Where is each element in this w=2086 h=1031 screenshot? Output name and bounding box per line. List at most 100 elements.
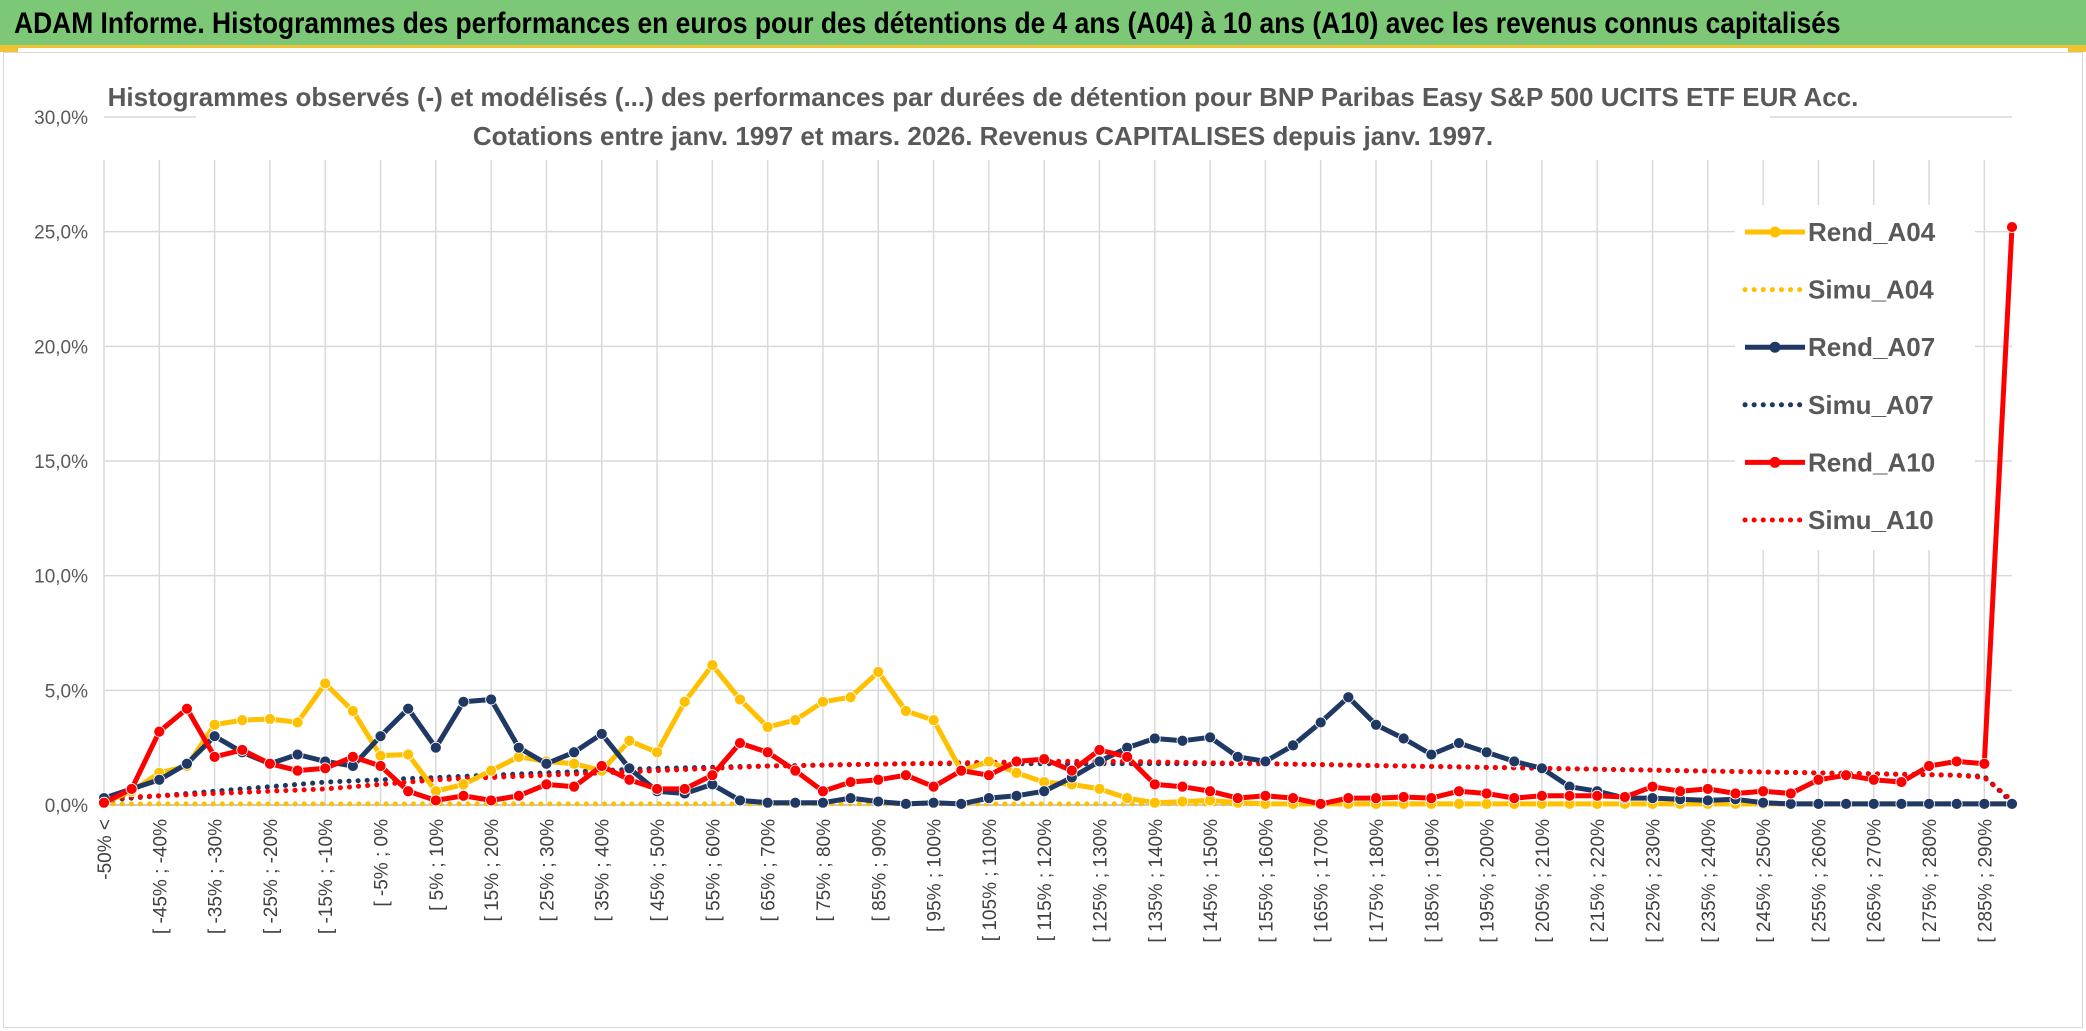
data-point — [900, 705, 912, 717]
data-point — [208, 718, 221, 731]
x-tick-label: [ -15% ; -10% — [316, 819, 337, 934]
data-point — [374, 760, 387, 772]
data-point — [706, 659, 719, 672]
data-point — [429, 794, 442, 807]
data-point — [540, 778, 553, 791]
data-point — [1176, 734, 1189, 747]
data-point — [236, 714, 249, 727]
data-point — [208, 730, 221, 743]
data-point — [1287, 739, 1299, 752]
x-tick-label: [ 255% ; 260% — [1809, 819, 1830, 943]
data-point — [1840, 769, 1852, 782]
data-point — [1895, 776, 1908, 788]
x-tick-label: [ 285% ; 290% — [1975, 819, 1996, 943]
data-point — [1231, 792, 1244, 805]
data-point — [1508, 755, 1521, 768]
data-point — [1453, 785, 1465, 798]
x-tick-label: [ 165% ; 170% — [1312, 819, 1333, 943]
data-point — [595, 760, 608, 772]
chart-grid — [103, 116, 2012, 806]
series-simu-a10 — [101, 758, 2015, 803]
data-point — [291, 716, 304, 729]
data-point — [734, 794, 746, 807]
data-point — [982, 792, 995, 805]
data-point — [346, 750, 359, 763]
x-tick-label: [ -45% ; -40% — [150, 819, 171, 934]
data-point — [1453, 737, 1465, 749]
chart-frame — [3, 52, 2083, 1028]
x-tick-label: -50% < — [95, 819, 116, 880]
x-tick-label: [ 105% ; 110% — [980, 819, 1001, 941]
data-point — [1204, 731, 1216, 744]
x-tick-label: [ 115% ; 120% — [1035, 819, 1056, 941]
x-tick-label: [ 95% ; 100% — [925, 819, 946, 932]
data-point — [982, 755, 995, 768]
x-tick-label: [ 225% ; 230% — [1644, 819, 1665, 943]
data-point — [125, 783, 138, 795]
data-point — [1508, 792, 1521, 805]
legend-item: Simu_A07 — [1742, 390, 1934, 420]
x-tick-label: [ 245% ; 250% — [1754, 819, 1775, 943]
y-tick-label: 10,0% — [34, 567, 88, 588]
x-tick-label: [ 5% ; 10% — [427, 819, 448, 911]
legend-label: Rend_A04 — [1808, 217, 1936, 247]
data-point — [1093, 744, 1106, 756]
legend-item: Simu_A04 — [1742, 275, 1934, 305]
x-tick-label: [ 35% ; 40% — [593, 819, 614, 922]
data-point — [346, 705, 359, 717]
data-point — [982, 769, 995, 782]
series-line — [103, 694, 2012, 807]
data-point — [1370, 718, 1382, 731]
x-tick-label: [ 235% ; 240% — [1699, 819, 1720, 943]
y-tick-label: 20,0% — [34, 337, 88, 358]
chart-title-block: Histogrammes observés (-) et modélisés (… — [108, 78, 1859, 156]
x-tick-label: [ 205% ; 210% — [1533, 819, 1554, 943]
series-rend-a07 — [98, 691, 2018, 810]
x-tick-label: [ 185% ; 190% — [1422, 819, 1443, 943]
data-point — [900, 797, 912, 810]
x-tick-label: [ 175% ; 180% — [1367, 819, 1388, 943]
legend-item: Rend_A07 — [1745, 332, 1935, 362]
data-point — [1397, 732, 1410, 745]
legend-item: Rend_A10 — [1745, 447, 1935, 477]
data-point — [512, 789, 525, 802]
data-point — [1148, 796, 1161, 809]
chart-title-line-1: Histogrammes observés (-) et modélisés (… — [108, 82, 1859, 112]
data-point — [623, 773, 636, 786]
data-point — [872, 795, 885, 808]
header-banner: ADAM Informe. Histogrammes des performan… — [0, 0, 2086, 48]
data-point — [1646, 792, 1659, 805]
data-point — [1010, 755, 1023, 768]
data-point — [1923, 760, 1935, 772]
data-point — [181, 757, 193, 770]
data-point — [789, 714, 802, 727]
x-tick-label: [ 265% ; 270% — [1865, 819, 1886, 943]
data-point — [291, 748, 304, 761]
data-point — [2006, 221, 2018, 233]
data-point — [1093, 783, 1106, 795]
data-point — [1840, 797, 1852, 810]
data-point — [623, 762, 636, 775]
data-point — [844, 792, 857, 805]
data-point — [678, 783, 691, 795]
y-axis-ticks: 0,0% 5,0% 10,0% 15,0% 20,0% 25,0% 30,0% — [34, 108, 88, 817]
data-point — [1978, 757, 1991, 770]
data-point — [1701, 794, 1714, 807]
y-tick-label: 15,0% — [34, 452, 88, 473]
data-point — [568, 746, 580, 759]
data-point — [1370, 792, 1382, 805]
data-point — [1757, 785, 1770, 798]
legend-marker — [1769, 341, 1781, 353]
legend-label: Simu_A10 — [1808, 505, 1934, 535]
x-tick-label: [ 45% ; 50% — [648, 819, 669, 922]
data-point — [1895, 797, 1908, 810]
data-point — [429, 741, 442, 754]
legend-marker — [1769, 456, 1781, 468]
data-point — [789, 796, 802, 809]
x-tick-label: [ 145% ; 150% — [1201, 819, 1222, 943]
data-point — [236, 744, 249, 756]
data-point — [1176, 795, 1189, 808]
data-point — [319, 762, 332, 775]
data-point — [1010, 789, 1023, 802]
data-point — [1563, 789, 1576, 802]
